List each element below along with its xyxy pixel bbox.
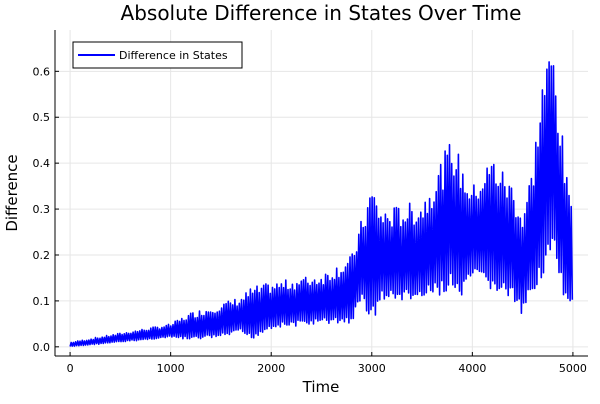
y-axis-label: Difference	[3, 154, 21, 231]
series-line-difference-in-states	[69, 61, 574, 347]
legend-entry: Difference in States	[119, 49, 228, 62]
x-tick-label: 0	[67, 362, 74, 375]
y-tick-label: 0.0	[33, 341, 51, 354]
x-tick-label: 1000	[157, 362, 185, 375]
x-axis-label: Time	[302, 378, 340, 396]
y-tick-label: 0.1	[33, 295, 51, 308]
y-tick-label: 0.3	[33, 203, 51, 216]
legend: Difference in States	[72, 41, 243, 69]
chart-title: Absolute Difference in States Over Time	[121, 1, 522, 25]
series-layer	[69, 61, 574, 347]
y-tick-label: 0.6	[33, 65, 51, 78]
y-tick-label: 0.4	[33, 157, 51, 170]
y-tick-label: 0.2	[33, 249, 51, 262]
x-tick-label: 4000	[458, 362, 486, 375]
x-tick-label: 5000	[559, 362, 587, 375]
ticks: 0 1000 2000 3000 4000 5000 0.0 0.1 0.2 0.3 0.4 0.5 0…	[33, 65, 587, 375]
legend-box	[72, 41, 243, 69]
x-tick-label: 2000	[257, 362, 285, 375]
x-tick-label: 3000	[358, 362, 386, 375]
y-tick-label: 0.5	[33, 111, 51, 124]
